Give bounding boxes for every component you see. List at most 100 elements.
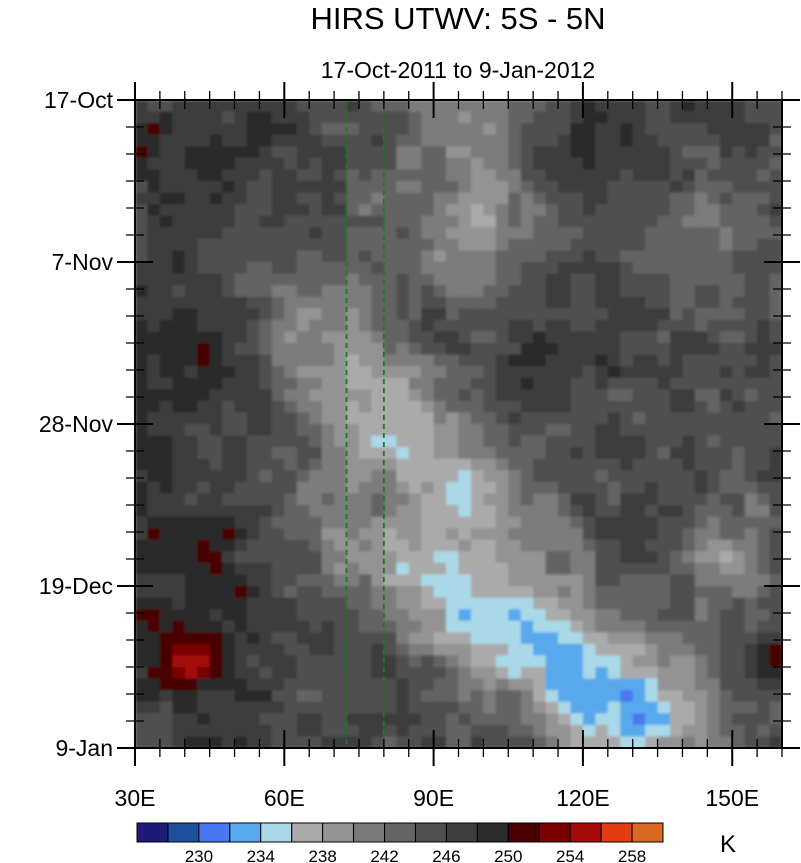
heatmap-cell [446,134,460,147]
heatmap-cell [184,539,198,552]
heatmap-cell [371,227,385,240]
heatmap-cell [458,181,472,194]
heatmap-cell [259,424,273,437]
heatmap-cell [620,447,634,460]
heatmap-cell [670,690,684,703]
heatmap-cell [620,262,634,275]
heatmap-cell [533,643,547,657]
heatmap-cell [620,146,634,159]
heatmap-cell [246,134,261,147]
heatmap-cell [607,262,621,275]
heatmap-cell [309,215,323,228]
heatmap-cell [296,354,310,367]
heatmap-cell [334,470,348,483]
heatmap-cell [159,366,173,379]
heatmap-cell [657,597,671,610]
heatmap-cell [545,562,559,576]
heatmap-cell [433,354,447,367]
heatmap-cell [732,620,746,633]
heatmap-cell [694,146,708,159]
heatmap-cell [670,389,684,402]
heatmap-cell [383,643,397,657]
heatmap-cell [707,377,721,390]
heatmap-cell [582,412,596,425]
heatmap-cell [159,377,173,390]
heatmap-cell [371,643,385,657]
heatmap-cell [421,204,435,217]
heatmap-cell [744,516,758,529]
heatmap-cell [495,736,509,748]
heatmap-cell [334,343,348,356]
heatmap-cell [222,701,236,714]
heatmap-cell [408,366,422,379]
heatmap-cell [508,262,522,275]
heatmap-cell [421,597,435,610]
heatmap-cell [396,516,410,529]
heatmap-cell [657,701,671,714]
heatmap-cell [284,586,298,599]
heatmap-cell [719,134,733,147]
heatmap-cell [309,285,323,298]
heatmap-cell [147,250,161,263]
heatmap-cell [309,343,323,356]
heatmap-cell [246,354,261,367]
heatmap-cell [159,123,173,136]
heatmap-cell [545,678,559,691]
heatmap-cell [197,123,211,136]
heatmap-cell [334,574,348,587]
heatmap-cell [135,250,149,263]
heatmap-cell [209,204,223,217]
heatmap-cell [620,620,634,633]
heatmap-cell [433,632,447,645]
heatmap-cell [483,493,497,506]
heatmap-cell [520,412,534,425]
heatmap-cell [309,238,323,252]
heatmap-cell [570,701,584,714]
colorbar-swatch [136,822,169,843]
heatmap-cell [246,366,261,379]
heatmap-cell [470,655,484,668]
heatmap-cell [284,343,298,356]
heatmap-cell [483,215,497,228]
heatmap-cell [234,366,248,379]
heatmap-cell [670,493,684,506]
heatmap-cell [582,331,596,344]
heatmap-cell [184,724,198,738]
heatmap-cell [396,262,410,275]
heatmap-cell [184,493,198,506]
heatmap-cell [259,343,273,356]
heatmap-cell [707,181,721,194]
heatmap-cell [707,690,721,703]
heatmap-cell [558,100,572,113]
heatmap-cell [383,574,397,587]
heatmap-cell [321,238,335,252]
heatmap-cell [408,655,422,668]
heatmap-cell [309,273,323,286]
heatmap-cell [533,204,547,217]
x-axis: 30E 60E 90E 120E 150E [115,82,783,811]
heatmap-cell [159,181,173,194]
heatmap-cell [757,609,771,622]
heatmap-cell [719,308,733,321]
heatmap-cell [533,366,547,379]
heatmap-cell [147,285,161,298]
heatmap-cell [682,424,696,437]
heatmap-cell [296,366,310,379]
heatmap-cell [346,377,360,390]
heatmap-cell [458,169,472,182]
heatmap-cell [657,713,671,726]
heatmap-cell [234,296,248,309]
heatmap-cell [184,100,198,113]
heatmap-cell [383,424,397,437]
heatmap-cell [458,597,472,610]
heatmap-cell [545,377,559,390]
heatmap-cell [421,470,435,483]
heatmap-cell [470,389,484,402]
heatmap-cell [769,331,782,344]
heatmap-cell [408,389,422,402]
heatmap-cell [520,562,534,576]
heatmap-cell [259,713,273,726]
heatmap-cell [135,586,149,599]
heatmap-cell [744,586,758,599]
heatmap-cell [396,273,410,286]
